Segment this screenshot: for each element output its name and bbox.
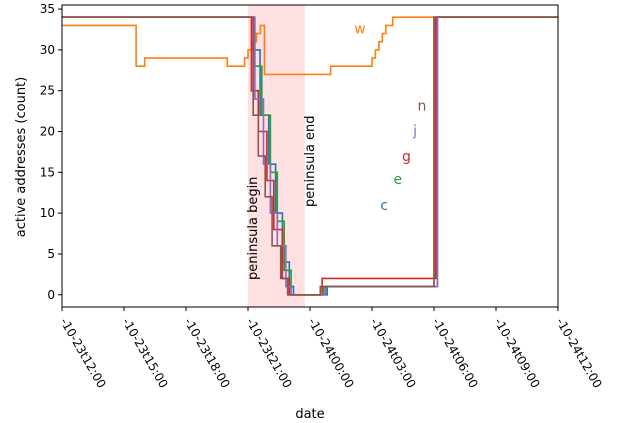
series-label-c: c: [380, 198, 388, 214]
y-tick-label: 35: [40, 2, 55, 16]
y-axis-ticks: 0 5 10 15 20 25 30 35: [40, 2, 62, 302]
series-label-n: n: [418, 98, 427, 114]
annotations: peninsula begin peninsula end: [246, 115, 318, 280]
series-layer: [62, 16, 558, 296]
y-axis-label: active addresses (count): [14, 77, 29, 237]
y-tick-label: 10: [40, 206, 55, 220]
series-label-g: g: [402, 149, 411, 165]
annotation-peninsula-end: peninsula end: [303, 115, 318, 207]
series-label-w: w: [354, 22, 365, 38]
y-tick-label: 20: [40, 125, 55, 139]
series-line-g: [62, 16, 558, 296]
x-axis-label: date: [295, 407, 324, 422]
series-label-e: e: [394, 172, 403, 188]
y-tick-label: 25: [40, 84, 55, 98]
shaded-region-layer: [248, 5, 305, 307]
y-tick-label: 0: [47, 288, 55, 302]
series-line-n: [62, 16, 558, 296]
series-label-j: j: [412, 124, 417, 140]
peninsula-shaded-region: [248, 5, 305, 307]
y-tick-label: 30: [40, 43, 55, 57]
y-tick-label: 5: [47, 247, 55, 261]
y-tick-label: 15: [40, 165, 55, 179]
series-line-w: [62, 16, 558, 76]
annotation-peninsula-begin: peninsula begin: [246, 177, 261, 280]
